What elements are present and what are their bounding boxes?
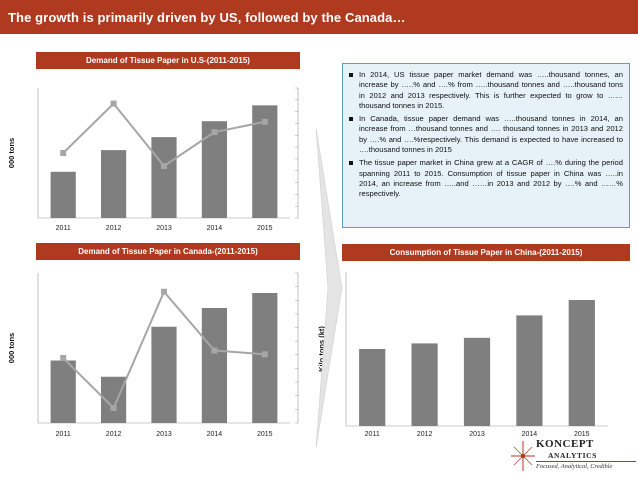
x-tick-label: 2012 [106,225,122,232]
growth-point-2011 [60,355,67,361]
x-tick-label: 2011 [56,431,71,438]
logo-divider [536,461,636,462]
logo-tagline: Focused, Analytical, Credible [536,463,613,470]
growth-point-2012 [110,100,117,107]
bar-2011 [359,349,386,426]
bar-2012 [411,343,438,426]
x-tick-label: 2013 [469,431,485,438]
x-tick-label: 2012 [417,431,433,438]
y-axis-label: 000 tons [7,333,16,363]
bar-2014 [201,308,227,423]
x-tick-label: 2013 [156,225,172,232]
logo-name: KONCEPT [536,438,594,450]
growth-point-2013 [161,288,167,295]
bar-2012 [101,150,127,218]
y-axis-label: 000 tons [7,138,16,168]
x-tick-label: 2013 [156,431,172,438]
key-findings-box: In 2014, US tissue paper market demand w… [342,63,630,228]
x-tick-label: 2015 [257,431,273,438]
bar-2011 [50,360,76,423]
bar-2015 [252,293,278,423]
finding-us: In 2014, US tissue paper market demand w… [349,70,623,111]
growth-point-2015 [261,118,268,125]
growth-point-2014 [211,129,218,136]
bar-2013 [151,137,177,218]
growth-point-2011 [60,150,67,156]
bar-2011 [50,171,76,218]
x-tick-label: 2014 [207,225,223,232]
page-header: The growth is primarily driven by US, fo… [0,0,638,34]
x-tick-label: 2014 [522,431,538,438]
x-tick-label: 2011 [56,225,71,232]
us-chart-title: Demand of Tissue Paper in U.S-(2011-2015… [36,52,300,69]
bar-2014 [516,315,543,426]
logo-subtitle: ANALYTICS [548,451,597,460]
canada-demand-chart: 000 tons 2011 2012 2013 2014 2015 [7,272,299,438]
china-consumption-chart: Kilo tons (kt) 2011 2012 2013 2014 2015 [317,272,608,438]
x-tick-label: 2014 [207,431,223,438]
finding-china: The tissue paper market in China grew at… [349,158,623,199]
chevron-right-icon [315,127,343,449]
growth-point-2013 [161,163,167,169]
growth-point-2012 [110,405,117,411]
x-tick-label: 2012 [106,431,122,438]
koncept-logo-icon [511,441,535,471]
bar-2015 [568,300,595,426]
finding-canada: In Canada, tissue paper demand was …..th… [349,114,623,155]
y-axis-label: Kilo tons (kt) [317,326,326,372]
us-demand-chart: 000 tons 2011 2012 2013 2014 2015 [7,87,299,232]
bar-2013 [463,337,491,426]
x-tick-label: 2011 [365,431,380,438]
bar-2014 [201,121,227,218]
x-tick-label: 2015 [574,431,590,438]
company-logo: KONCEPT ANALYTICS Focused, Analytical, C… [510,435,638,479]
china-chart-title: Consumption of Tissue Paper in China-(20… [342,244,630,261]
growth-point-2014 [211,347,218,354]
growth-point-2015 [261,351,268,358]
x-tick-label: 2015 [257,225,273,232]
canada-chart-title: Demand of Tissue Paper in Canada-(2011-2… [36,243,300,260]
bar-2013 [151,326,177,423]
